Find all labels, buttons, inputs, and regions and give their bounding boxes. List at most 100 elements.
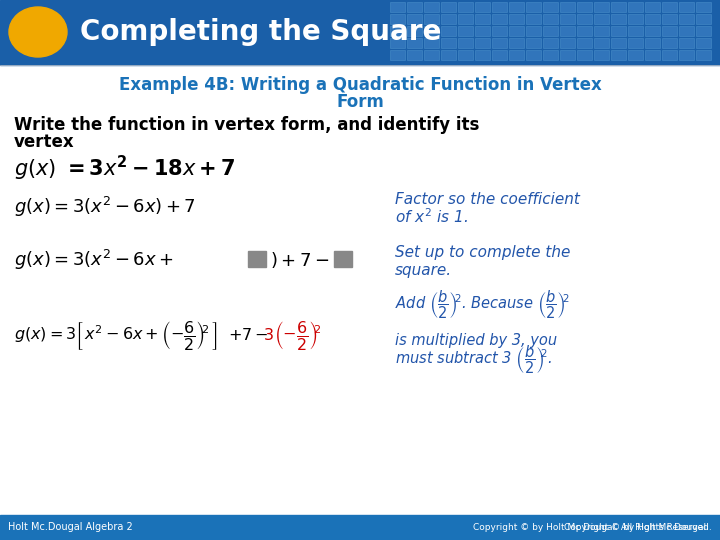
- Bar: [577, 50, 592, 60]
- Bar: [441, 2, 456, 12]
- Bar: [560, 38, 575, 48]
- Bar: [577, 38, 592, 48]
- Bar: [679, 50, 694, 60]
- Bar: [577, 2, 592, 12]
- Bar: [407, 2, 422, 12]
- Text: $\left[\, x^2 - 6x + \left(-\dfrac{6}{2}\right)^{\!\!2}\,\right]$: $\left[\, x^2 - 6x + \left(-\dfrac{6}{2}…: [75, 319, 217, 352]
- Bar: [390, 50, 405, 60]
- Bar: [458, 14, 473, 24]
- Ellipse shape: [9, 7, 67, 57]
- Bar: [390, 14, 405, 24]
- Bar: [0, 515, 720, 540]
- Bar: [424, 2, 439, 12]
- Bar: [526, 38, 541, 48]
- Bar: [441, 50, 456, 60]
- Bar: [526, 26, 541, 36]
- Bar: [526, 14, 541, 24]
- Bar: [696, 38, 711, 48]
- Bar: [645, 38, 660, 48]
- Bar: [441, 26, 456, 36]
- Bar: [248, 251, 266, 267]
- Bar: [645, 50, 660, 60]
- Bar: [407, 50, 422, 60]
- Bar: [407, 14, 422, 24]
- Bar: [475, 14, 490, 24]
- Bar: [645, 14, 660, 24]
- Bar: [441, 38, 456, 48]
- Text: of $x^2$ is 1.: of $x^2$ is 1.: [395, 208, 468, 226]
- Bar: [526, 50, 541, 60]
- Bar: [509, 14, 524, 24]
- Bar: [679, 14, 694, 24]
- Bar: [679, 2, 694, 12]
- Bar: [628, 26, 643, 36]
- Bar: [543, 50, 558, 60]
- Bar: [577, 26, 592, 36]
- Text: $\left(-\dfrac{6}{2}\right)^{\!\!2}$: $\left(-\dfrac{6}{2}\right)^{\!\!2}$: [274, 319, 322, 352]
- Bar: [611, 26, 626, 36]
- Bar: [628, 14, 643, 24]
- Bar: [390, 2, 405, 12]
- Bar: [594, 26, 609, 36]
- Bar: [611, 2, 626, 12]
- Bar: [628, 50, 643, 60]
- Bar: [696, 2, 711, 12]
- Bar: [492, 14, 507, 24]
- Bar: [543, 38, 558, 48]
- Text: square.: square.: [395, 262, 452, 278]
- Bar: [560, 26, 575, 36]
- Text: Copyright © by Holt Mc Dougal. All Rights Reserved.: Copyright © by Holt Mc Dougal. All Right…: [473, 523, 712, 532]
- Text: $g\left(x\right) = 3$: $g\left(x\right) = 3$: [14, 326, 76, 345]
- Bar: [509, 50, 524, 60]
- Bar: [594, 2, 609, 12]
- Text: Completing the Square: Completing the Square: [80, 18, 441, 46]
- Bar: [662, 2, 677, 12]
- Bar: [509, 26, 524, 36]
- Bar: [560, 50, 575, 60]
- Text: $g(x) = 3(x^2 - 6x +\ $: $g(x) = 3(x^2 - 6x +\ $: [14, 248, 174, 272]
- Bar: [509, 2, 524, 12]
- Bar: [611, 14, 626, 24]
- Text: Write the function in vertex form, and identify its: Write the function in vertex form, and i…: [14, 116, 480, 134]
- Bar: [679, 38, 694, 48]
- Bar: [424, 50, 439, 60]
- Bar: [458, 26, 473, 36]
- Bar: [543, 2, 558, 12]
- Bar: [475, 2, 490, 12]
- Bar: [543, 14, 558, 24]
- Bar: [407, 26, 422, 36]
- Bar: [424, 26, 439, 36]
- Bar: [407, 38, 422, 48]
- Bar: [475, 50, 490, 60]
- Bar: [390, 26, 405, 36]
- Bar: [424, 14, 439, 24]
- Bar: [594, 38, 609, 48]
- Text: vertex: vertex: [14, 133, 75, 151]
- Bar: [526, 2, 541, 12]
- Bar: [458, 38, 473, 48]
- Bar: [645, 26, 660, 36]
- Bar: [645, 2, 660, 12]
- Bar: [424, 38, 439, 48]
- Bar: [543, 26, 558, 36]
- Bar: [441, 14, 456, 24]
- Bar: [458, 50, 473, 60]
- Bar: [475, 38, 490, 48]
- Bar: [475, 26, 490, 36]
- Bar: [492, 38, 507, 48]
- Bar: [662, 14, 677, 24]
- Bar: [662, 38, 677, 48]
- Bar: [696, 50, 711, 60]
- Text: Factor so the coefficient: Factor so the coefficient: [395, 192, 580, 206]
- Text: Holt Mc.Dougal Algebra 2: Holt Mc.Dougal Algebra 2: [8, 523, 132, 532]
- Bar: [577, 14, 592, 24]
- Text: is multiplied by 3, you: is multiplied by 3, you: [395, 333, 557, 348]
- Bar: [662, 50, 677, 60]
- Bar: [594, 50, 609, 60]
- Text: Add $\left(\dfrac{b}{2}\right)^{\!\!2}$. Because $\left(\dfrac{b}{2}\right)^{\!\: Add $\left(\dfrac{b}{2}\right)^{\!\!2}$.…: [395, 289, 570, 321]
- Text: Example 4B: Writing a Quadratic Function in Vertex: Example 4B: Writing a Quadratic Function…: [119, 76, 601, 94]
- Bar: [611, 50, 626, 60]
- Bar: [696, 26, 711, 36]
- Text: must subtract 3 $\left(\dfrac{b}{2}\right)^{\!\!2}$.: must subtract 3 $\left(\dfrac{b}{2}\righ…: [395, 344, 553, 376]
- Bar: [594, 14, 609, 24]
